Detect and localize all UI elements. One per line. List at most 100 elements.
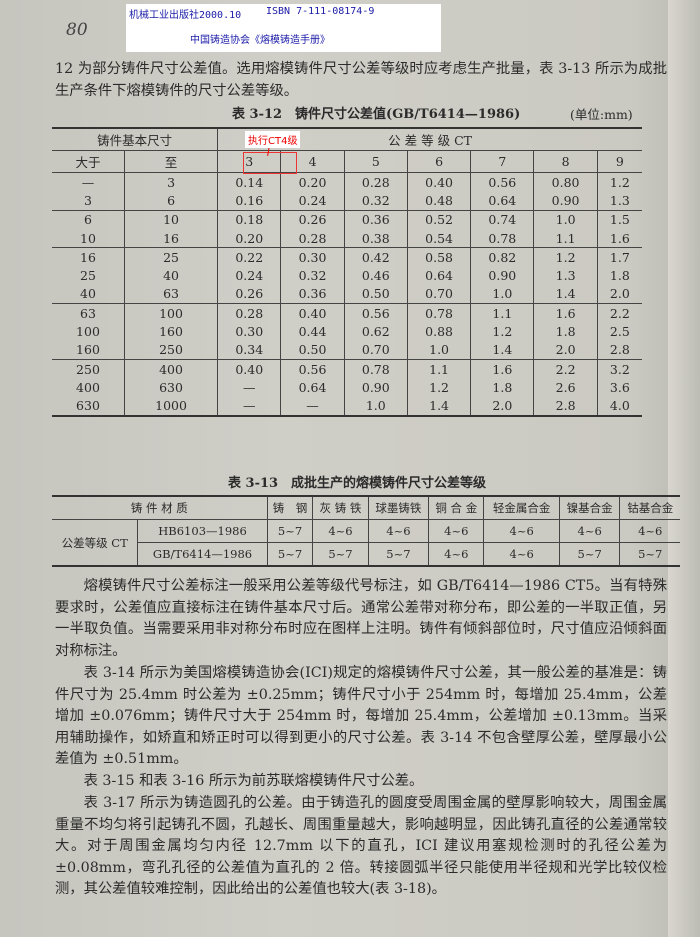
table-cell: 0.20	[280, 172, 345, 192]
table-cell: 25	[123, 247, 218, 267]
table-cell: 1.0	[343, 396, 408, 416]
table-cell: 1.3	[596, 191, 642, 211]
table-3-13-caption: 表 3-13 成批生产的熔模铸件尺寸公差等级	[228, 476, 487, 491]
table-cell: 1.8	[470, 378, 534, 397]
table-row: 630 1000— —1.0 1.4 2.0 2.8 4.0	[52, 396, 642, 416]
table-cell: 6	[52, 209, 125, 229]
table-cell: 0.64	[406, 266, 471, 285]
table-cell: 1.0	[533, 209, 598, 229]
table-cell: 0.36	[343, 209, 408, 229]
table-cell: 1.0	[470, 284, 534, 304]
grade-header-9: 9	[596, 150, 642, 173]
grade-header-6: 6	[406, 150, 471, 173]
grade-header-8: 8	[533, 150, 598, 173]
table-cell: 2.5	[596, 322, 642, 341]
table-cell: 0.54	[406, 228, 471, 248]
paragraph-1: 熔模铸件尺寸公差标注一般采用公差等级代号标注，如 GB/T6414—1986 C…	[55, 578, 667, 659]
row-group-label: 公差等级 CT	[52, 519, 139, 567]
annotation-box	[243, 152, 297, 174]
header-to: 至	[123, 150, 218, 173]
stamp-book: 中国铸造协会《熔模铸造手册》	[190, 35, 330, 46]
material-header: 铜 合 金	[428, 495, 485, 520]
material-header: 灰 铸 铁	[312, 495, 369, 520]
table-cell: 1.8	[533, 322, 598, 341]
table-cell: 0.26	[280, 209, 345, 229]
table-cell: 3.2	[596, 358, 642, 379]
table-cell: 0.20	[217, 228, 281, 248]
paragraph-4: 表 3-17 所示为铸造圆孔的公差。由于铸造孔的圆度受周围金属的壁厚影响较大，周…	[55, 795, 667, 898]
material-header: 铸 钢	[266, 495, 314, 520]
table-cell: 0.30	[280, 247, 345, 267]
table-cell: 0.90	[470, 266, 534, 285]
table-row: 400 630—0.64 0.90 1.2 1.8 2.6 3.6	[52, 378, 642, 397]
table-cell: 2.0	[533, 340, 598, 360]
table-cell: 1.4	[470, 340, 534, 360]
table-cell: 4.0	[596, 396, 642, 416]
table-cell: 0.78	[470, 228, 534, 248]
table-cell: 4~6	[619, 519, 680, 543]
table-cell: 0.44	[280, 322, 345, 341]
table-row: 10 16 0.20 0.28 0.38 0.54 0.78 1.1 1.6	[52, 228, 642, 248]
table-cell: 1.1	[470, 303, 534, 323]
table-cell: 100	[76, 324, 100, 340]
table-cell: 0.34	[217, 340, 281, 360]
table-row: 6 10 0.18 0.26 0.36 0.52 0.74 1.0 1.5	[52, 209, 642, 229]
table-cell: 0.62	[343, 322, 408, 341]
table-cell: 0.58	[406, 247, 471, 267]
header-material: 铸 件 材 质	[52, 495, 268, 520]
watermark-stamp: 机械工业出版社2000.10 ISBN 7-111-08174-9 中国铸造协会…	[126, 4, 441, 52]
table-cell: 0.16	[217, 191, 281, 211]
table-cell: 0.32	[343, 191, 408, 211]
table-cell: 3.6	[596, 378, 642, 397]
table-cell: 4~6	[367, 519, 430, 543]
table-cell: 0.28	[280, 228, 345, 248]
table-cell: 0.78	[406, 303, 471, 323]
table-cell: 1.1	[406, 358, 471, 379]
table-row: 160 250 0.34 0.50 0.70 1.0 1.4 2.0 2.8	[52, 340, 642, 360]
page-number: 80	[66, 20, 88, 40]
table-row: 公差等级 CT HB6103—1986 5~7 4~6 4~6 4~6 4~6 4~6 4~6	[52, 519, 680, 567]
standard-label: GB/T6414—1986	[137, 542, 268, 567]
table-cell: 10	[80, 230, 96, 246]
table-cell: 4~6	[312, 519, 369, 543]
table-cell: 630	[123, 378, 218, 397]
table-cell: 5~7	[312, 542, 369, 567]
table-cell: 16	[123, 228, 218, 248]
table-cell: 400	[76, 379, 100, 395]
table-cell: 1.7	[596, 247, 642, 267]
table-cell: 2.2	[596, 303, 642, 323]
table-cell: 0.18	[217, 209, 281, 229]
standard-label: HB6103—1986	[137, 519, 268, 543]
table-cell: 0.88	[406, 322, 471, 341]
table-cell: 1.4	[406, 396, 471, 416]
material-header: 钴基合金	[619, 495, 680, 520]
table-cell: 1.8	[596, 266, 642, 285]
table-row: 100 160 0.30 0.44 0.62 0.88 1.2 1.8 2.5	[52, 322, 642, 341]
table-cell: 3	[123, 172, 218, 192]
paragraph-3: 表 3-15 和表 3-16 所示为前苏联熔模铸件尺寸公差。	[83, 773, 424, 789]
table-cell: 5~7	[367, 542, 430, 567]
table-cell: 0.56	[280, 358, 345, 379]
table-row: 3 6 0.16 0.24 0.32 0.48 0.64 0.90 1.3	[52, 191, 642, 211]
table-cell: 1.2	[406, 378, 471, 397]
table-cell: 4~6	[558, 519, 621, 543]
table-cell: 0.74	[470, 209, 534, 229]
intro-paragraph: 12 为部分铸件尺寸公差值。选用熔模铸件尺寸公差等级时应考虑生产批量，表 3-1…	[55, 61, 667, 99]
table-cell: 0.78	[343, 358, 408, 379]
table-cell: 0.82	[470, 247, 534, 267]
table-cell: —	[81, 174, 95, 190]
table-cell: 0.46	[343, 266, 408, 285]
header-from: 大于	[52, 150, 125, 173]
table-cell: —	[217, 396, 281, 416]
table-row: — 3 0.14 0.20 0.28 0.40 0.56 0.80 1.2	[52, 172, 642, 192]
table-row: 16 25 0.22 0.30 0.42 0.58 0.82 1.2 1.7	[52, 247, 642, 267]
table-row: 25 40 0.24 0.32 0.46 0.64 0.90 1.3 1.8	[52, 266, 642, 285]
table-cell: 100	[123, 303, 218, 323]
table-cell: 0.64	[280, 378, 345, 397]
table-cell: —	[280, 396, 345, 416]
table-cell: 1.6	[596, 228, 642, 248]
material-header: 轻金属合金	[483, 495, 560, 520]
table-cell: 16	[52, 247, 125, 267]
header-basic-size: 铸件基本尺寸	[52, 128, 218, 151]
table-cell: 40	[123, 266, 218, 285]
